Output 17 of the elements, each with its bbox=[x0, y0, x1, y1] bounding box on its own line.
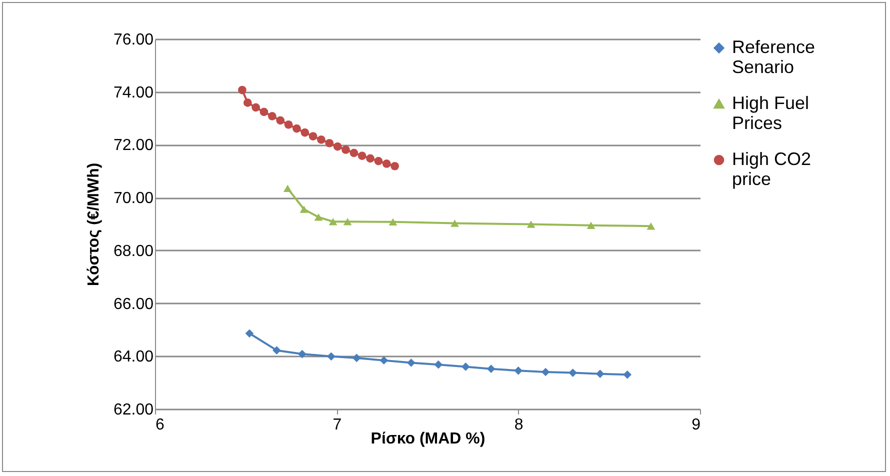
legend-label: Reference Senario bbox=[732, 37, 816, 77]
y-tick-label: 70.00 bbox=[113, 190, 154, 208]
x-tick-label: 7 bbox=[332, 416, 342, 434]
x-axis-title: Ρίσκο (MAD %) bbox=[370, 430, 486, 448]
legend-label: High CO2 price bbox=[732, 149, 812, 189]
x-tick-label: 6 bbox=[156, 416, 164, 434]
y-tick-label: 72.00 bbox=[113, 137, 154, 154]
x-tick-label: 8 bbox=[514, 416, 524, 434]
y-axis-title: Κόστος (€/MWh) bbox=[85, 162, 102, 286]
x-tick-label: 9 bbox=[692, 416, 701, 434]
y-tick-label: 62.00 bbox=[113, 402, 154, 418]
y-tick-label: 74.00 bbox=[113, 84, 154, 102]
legend-label: High Fuel Prices bbox=[732, 93, 810, 133]
y-tick-label: 76.00 bbox=[113, 32, 154, 48]
y-tick-label: 66.00 bbox=[113, 296, 154, 313]
y-tick-label: 64.00 bbox=[113, 348, 154, 366]
y-tick-label: 68.00 bbox=[113, 242, 154, 260]
